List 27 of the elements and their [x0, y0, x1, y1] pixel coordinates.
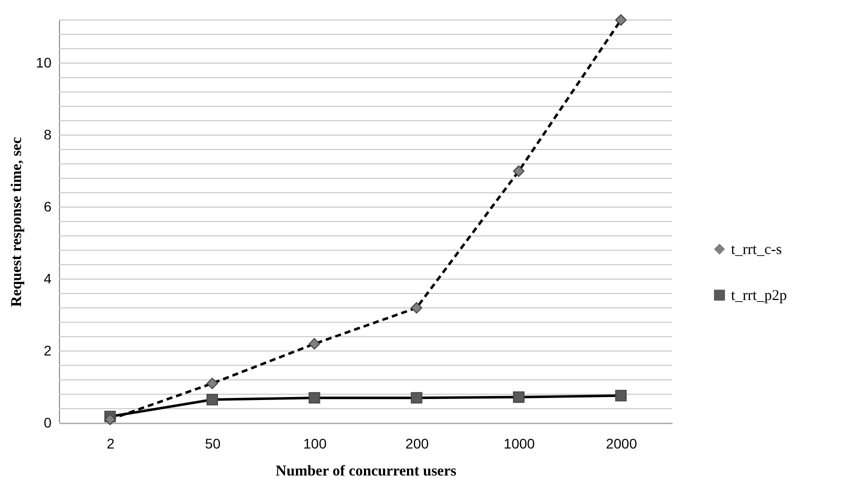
point	[513, 165, 524, 177]
point	[513, 391, 524, 403]
y-tick-label: 8	[44, 126, 52, 143]
x-axis-title: Number of concurrent users	[276, 464, 456, 480]
x-tick-label: 2000	[606, 436, 638, 452]
x-tick-label: 1000	[504, 436, 536, 452]
point	[615, 14, 627, 26]
legend-label: t_rrt_p2p	[731, 288, 787, 304]
y-tick-label: 10	[36, 54, 52, 71]
legend-label: t_rrt_c-s	[731, 242, 782, 258]
y-tick-label: 4	[44, 270, 52, 287]
point	[104, 414, 116, 426]
x-tick-label: 2	[106, 436, 115, 452]
x-tick-label: 200	[405, 436, 429, 452]
point	[308, 338, 320, 350]
y-axis-title: Request response time, sec	[8, 136, 25, 307]
x-tick-label: 100	[303, 436, 327, 452]
point	[410, 302, 422, 314]
x-tick-label: 50	[204, 436, 221, 452]
point	[410, 392, 422, 404]
point	[308, 392, 320, 404]
point	[206, 394, 218, 406]
point	[206, 378, 218, 390]
y-tick-label: 2	[44, 342, 52, 359]
y-tick-label: 0	[44, 414, 52, 430]
y-tick-label: 6	[44, 198, 52, 215]
point	[615, 390, 627, 402]
